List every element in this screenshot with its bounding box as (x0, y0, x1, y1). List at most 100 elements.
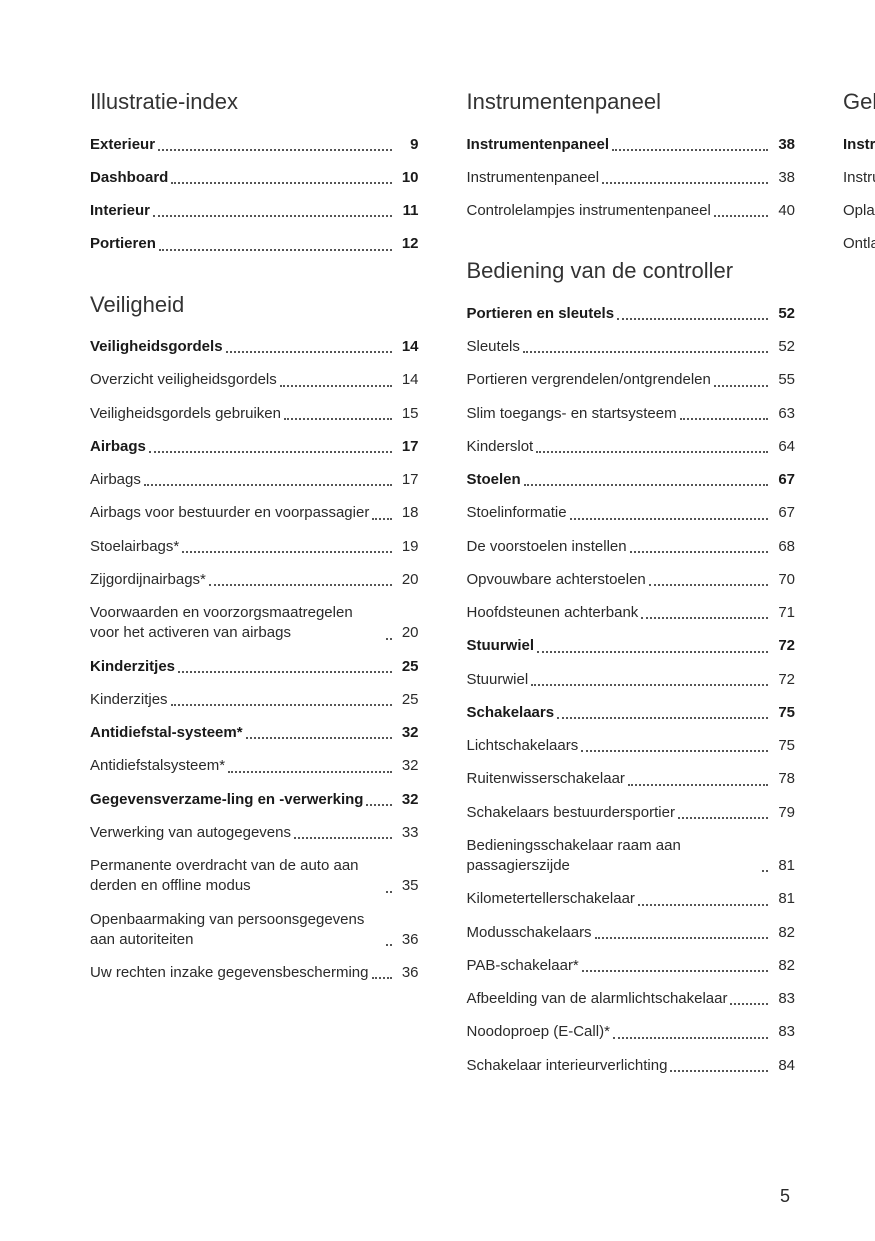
toc-entry: Gegevensverzame-ling en -verwerking 32 (90, 790, 419, 810)
page-number: 5 (780, 1186, 790, 1207)
toc-entry: Stoelen67 (467, 470, 796, 490)
toc-leader (612, 149, 768, 151)
toc-leader (153, 215, 391, 217)
toc-label: Schakelaars bestuurdersportier (467, 803, 675, 823)
toc-leader (386, 891, 392, 893)
toc-entry: Exterieur9 (90, 135, 419, 155)
toc-entry: Slim toegangs- en startsysteem63 (467, 404, 796, 424)
toc-entry: Interieur11 (90, 201, 419, 221)
toc-leader (678, 817, 768, 819)
toc-page: 81 (771, 889, 795, 909)
toc-label: Openbaarmaking van persoonsgegevens aan … (90, 910, 383, 951)
toc-entry: Permanente overdracht van de auto aan de… (90, 856, 419, 897)
toc-label: Opladen (843, 201, 875, 221)
toc-label: Gegevensverzame-ling en -verwerking (90, 790, 363, 810)
toc-entry: Kinderzitjes25 (90, 690, 419, 710)
toc-leader (714, 385, 768, 387)
toc-label: De voorstoelen instellen (467, 537, 627, 557)
toc-leader (294, 837, 392, 839)
toc-entry: Instrumentenpaneel38 (467, 168, 796, 188)
toc-page: 19 (395, 537, 419, 557)
toc-label: Airbags voor bestuurder en voorpassagier (90, 503, 369, 523)
toc-label: Afbeelding van de alarmlichtschakelaar (467, 989, 728, 1009)
toc-page: 68 (771, 537, 795, 557)
toc-label: Ruitenwisserschakelaar (467, 769, 625, 789)
toc-entry: Openbaarmaking van persoonsgegevens aan … (90, 910, 419, 951)
toc-section: Illustratie-indexExterieur9Dashboard10In… (90, 88, 419, 255)
toc-page: 14 (395, 337, 419, 357)
toc-leader (570, 518, 768, 520)
toc-leader (582, 970, 768, 972)
section-title: Instrumentenpaneel (467, 88, 796, 117)
toc-entry: PAB-schakelaar*82 (467, 956, 796, 976)
toc-label: Verwerking van autogegevens (90, 823, 291, 843)
toc-leader (617, 318, 768, 320)
toc-leader (628, 784, 768, 786)
toc-columns: Illustratie-indexExterieur9Dashboard10In… (90, 88, 795, 1148)
toc-label: Hoofdsteunen achterbank (467, 603, 639, 623)
toc-entry: Antidiefstalsysteem*32 (90, 756, 419, 776)
toc-page: 71 (771, 603, 795, 623)
toc-label: Stuurwiel (467, 670, 529, 690)
toc-label: Kinderzitjes (90, 657, 175, 677)
toc-leader (366, 804, 391, 806)
toc-entry: Schakelaars bestuurdersportier79 (467, 803, 796, 823)
toc-page: 75 (771, 736, 795, 756)
toc-label: Overzicht veiligheidsgordels (90, 370, 277, 390)
toc-entry: Sleutels52 (467, 337, 796, 357)
toc-leader (762, 870, 768, 872)
toc-entry: Portieren vergrendelen/ontgrendelen55 (467, 370, 796, 390)
section-title: Veiligheid (90, 291, 419, 320)
toc-leader (680, 418, 768, 420)
toc-leader (386, 944, 392, 946)
toc-entry: Veiligheidsgordels14 (90, 337, 419, 357)
toc-label: Permanente overdracht van de auto aan de… (90, 856, 383, 897)
toc-page: 32 (395, 790, 419, 810)
toc-entry: Airbags voor bestuurder en voorpassagier… (90, 503, 419, 523)
toc-leader (149, 451, 392, 453)
toc-page: 82 (771, 923, 795, 943)
toc-page: 84 (771, 1056, 795, 1076)
toc-entry: Airbags17 (90, 437, 419, 457)
toc-page: 14 (395, 370, 419, 390)
toc-label: Kilometertellerschakelaar (467, 889, 635, 909)
section-title: Illustratie-index (90, 88, 419, 117)
toc-page: 11 (395, 201, 419, 221)
toc-label: Kinderslot (467, 437, 534, 457)
toc-label: Voorwaarden en voorzorgsmaatregelen voor… (90, 603, 383, 644)
toc-entry: Voorwaarden en voorzorgsmaatregelen voor… (90, 603, 419, 644)
toc-leader (641, 617, 768, 619)
toc-page: 83 (771, 989, 795, 1009)
toc-entry: De voorstoelen instellen 68 (467, 537, 796, 557)
toc-leader (670, 1070, 768, 1072)
toc-page: 72 (771, 670, 795, 690)
toc-entry: Stuurwiel 72 (467, 670, 796, 690)
toc-leader (372, 518, 391, 520)
toc-page: 32 (395, 756, 419, 776)
toc-entry: Stoelairbags* 19 (90, 537, 419, 557)
toc-label: Exterieur (90, 135, 155, 155)
toc-label: Instructies voor opladen/ontladen (843, 135, 875, 155)
toc-leader (730, 1003, 768, 1005)
toc-leader (531, 684, 768, 686)
toc-page: 12 (395, 234, 419, 254)
toc-entry: Kinderzitjes25 (90, 657, 419, 677)
toc-page: 52 (771, 337, 795, 357)
toc-leader (714, 215, 768, 217)
toc-entry: Antidiefstal-systeem*32 (90, 723, 419, 743)
toc-page: 10 (395, 168, 419, 188)
toc-section: Veiligheid Veiligheidsgordels14 Overzicht … (90, 291, 419, 984)
toc-page: 82 (771, 956, 795, 976)
toc-entry: Verwerking van autogegevens33 (90, 823, 419, 843)
toc-entry: Instructies voor opladen/ontladen88 (843, 135, 875, 155)
toc-page: 52 (771, 304, 795, 324)
toc-entry: Portieren en sleutels52 (467, 304, 796, 324)
toc-leader (557, 717, 768, 719)
toc-page: 32 (395, 723, 419, 743)
toc-label: Noodoproep (E-Call)* (467, 1022, 610, 1042)
toc-label: Stoelairbags* (90, 537, 179, 557)
toc-leader (524, 484, 768, 486)
toc-label: Instrumentenpaneel (467, 135, 610, 155)
section-title: Bediening van de controller (467, 257, 796, 286)
toc-leader (595, 937, 768, 939)
